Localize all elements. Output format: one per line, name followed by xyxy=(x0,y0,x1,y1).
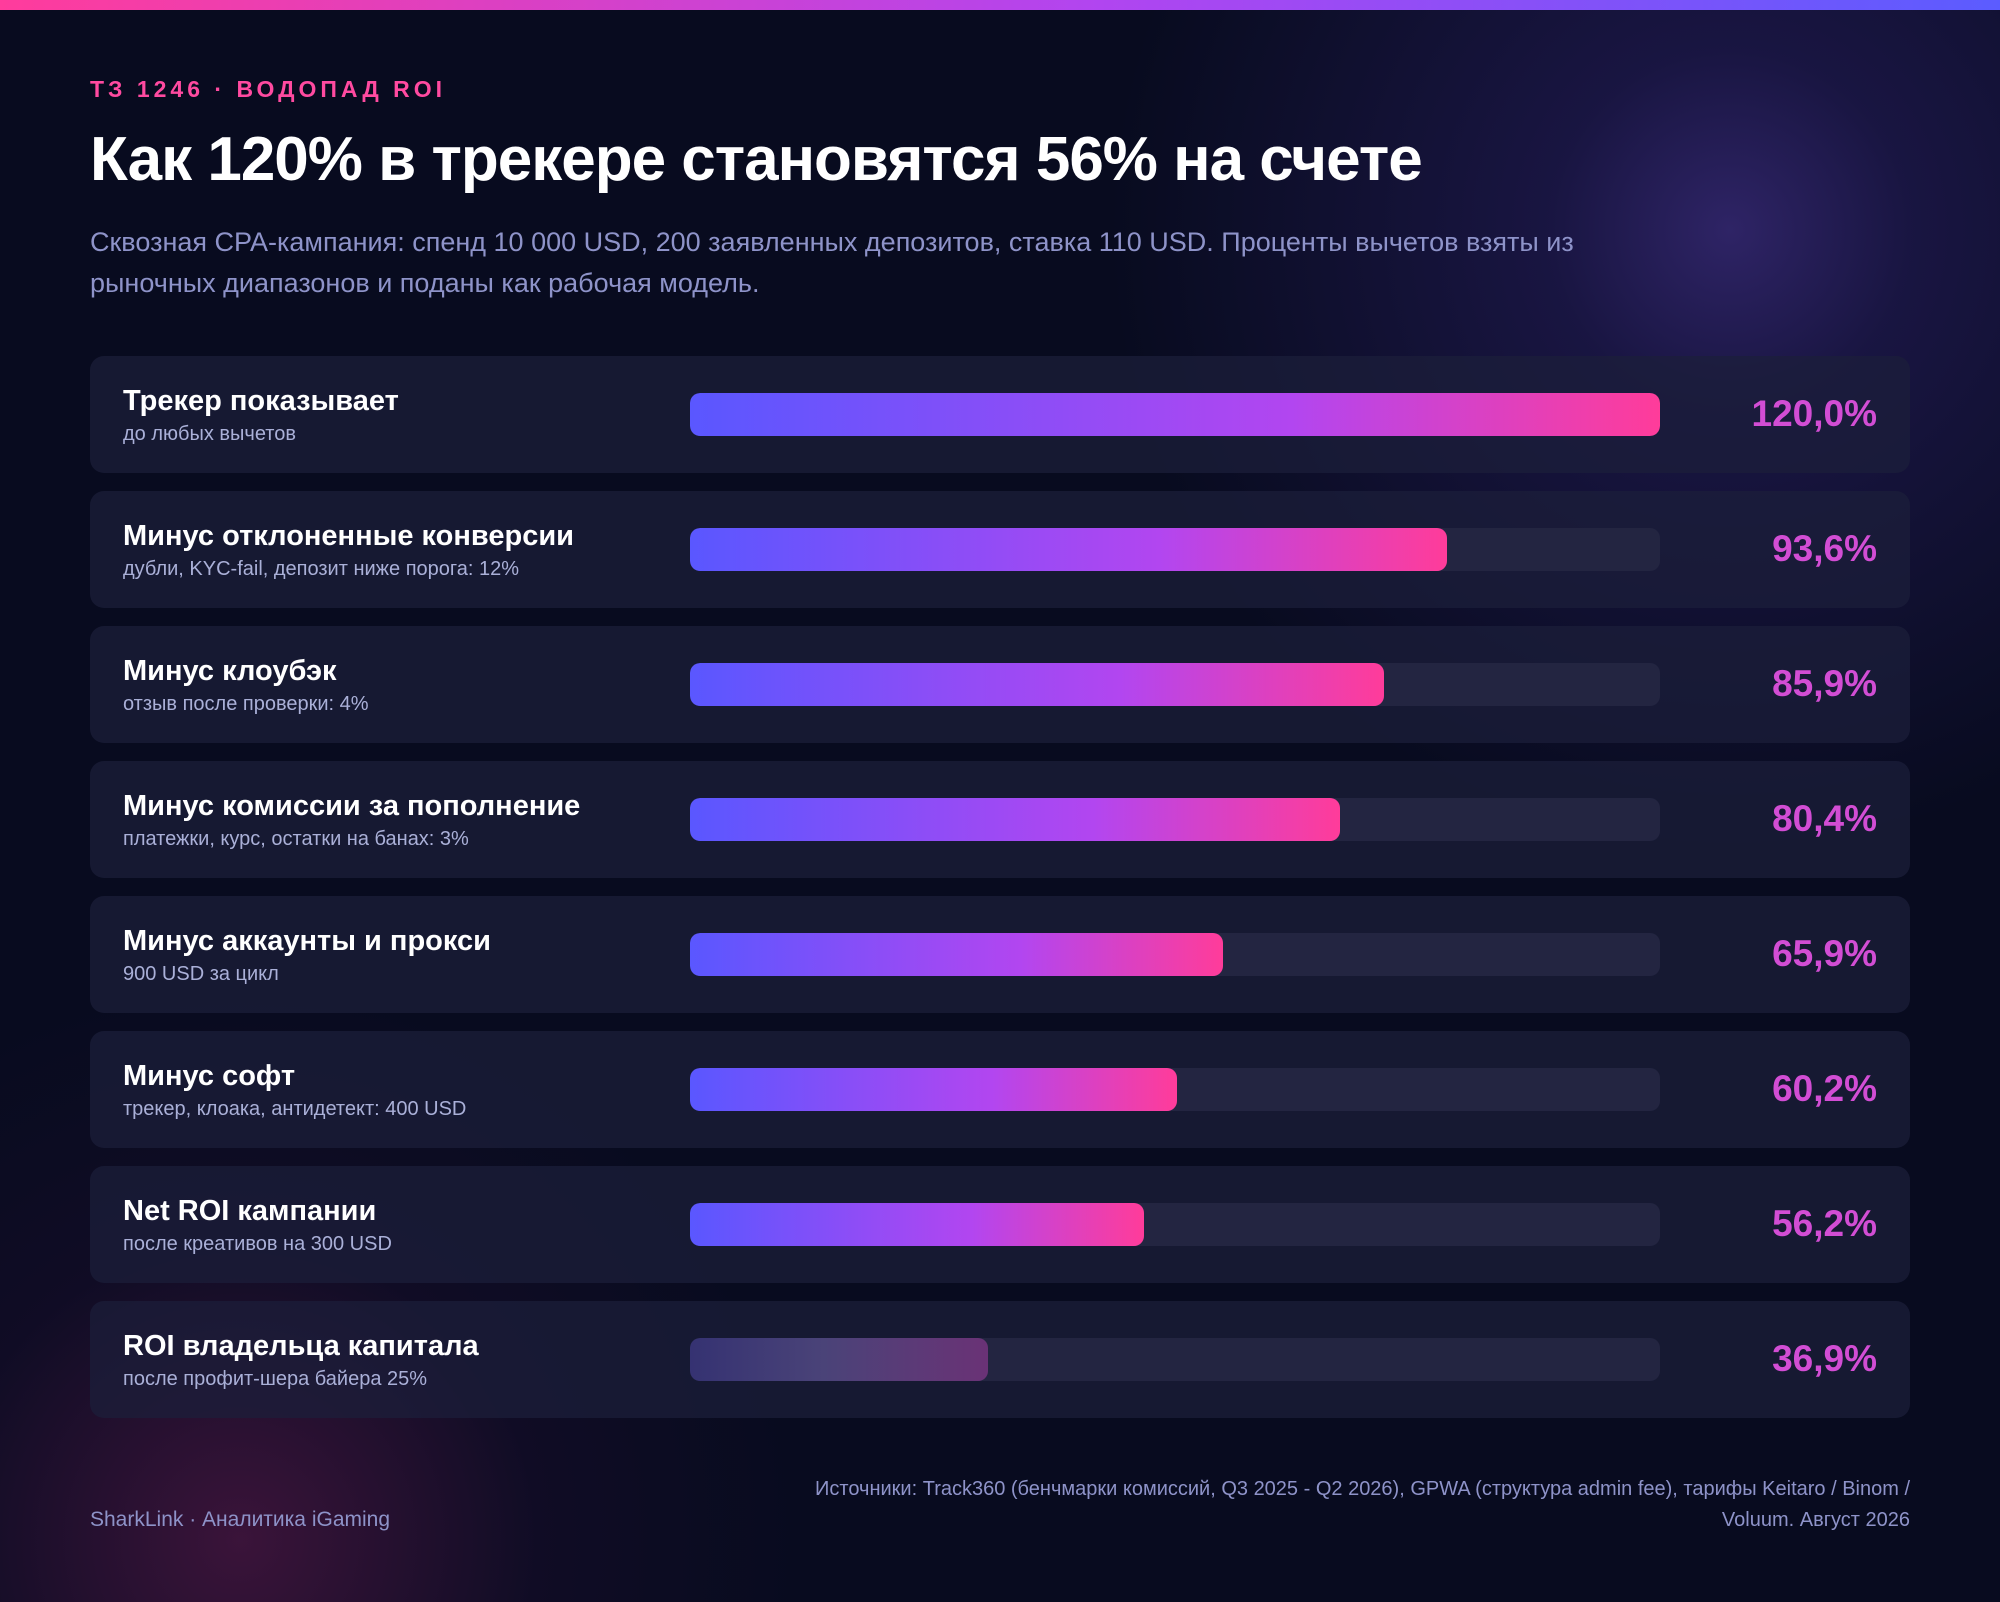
category-label: Net ROI кампании xyxy=(123,1195,377,1227)
chart-row: Минус аккаунты и прокси 900 USD за цикл 65… xyxy=(90,896,1910,1013)
value-label: 80,4% xyxy=(1772,798,1877,839)
value-label: 85,9% xyxy=(1772,663,1877,704)
category-note: трекер, клоака, антидетект: 400 USD xyxy=(123,1098,467,1120)
bar xyxy=(690,1068,1177,1111)
bar-track xyxy=(690,933,1660,976)
kicker: ТЗ 1246 · ВОДОПАД ROI xyxy=(90,76,447,102)
category-label: Минус софт xyxy=(123,1060,296,1092)
chart-row: Минус клоубэк отзыв после проверки: 4% 85,… xyxy=(90,626,1910,743)
bar-track xyxy=(690,1203,1660,1246)
category-note: после креативов на 300 USD xyxy=(123,1233,392,1255)
category-note: 900 USD за цикл xyxy=(123,963,279,985)
category-label: Минус аккаунты и прокси xyxy=(123,925,491,957)
value-label: 120,0% xyxy=(1751,393,1878,434)
category-note: дубли, KYC-fail, депозит ниже порога: 12… xyxy=(123,558,520,580)
value-label: 93,6% xyxy=(1772,528,1877,569)
category-label: Минус комиссии за пополнение xyxy=(123,790,581,822)
page-subtitle: Сквозная CPA-кампания: спенд 10 000 USD,… xyxy=(90,227,1574,298)
bar-track xyxy=(690,1338,1660,1381)
category-label: Трекер показывает xyxy=(123,385,399,417)
category-label: ROI владельца капитала xyxy=(123,1330,479,1362)
chart-row: ROI владельца капитала после профит-шера … xyxy=(90,1301,1910,1418)
category-note: платежки, курс, остатки на банах: 3% xyxy=(123,828,469,850)
bar-track xyxy=(690,528,1660,571)
category-note: до любых вычетов xyxy=(123,423,296,445)
bar-track xyxy=(690,1068,1660,1111)
bar xyxy=(690,1338,988,1381)
category-label: Минус клоубэк xyxy=(123,655,337,687)
bar xyxy=(690,933,1223,976)
category-note: отзыв после проверки: 4% xyxy=(123,693,369,715)
bar-track xyxy=(690,798,1660,841)
page-title: Как 120% в трекере становятся 56% на сче… xyxy=(90,125,1423,194)
bar xyxy=(690,393,1660,436)
bar xyxy=(690,798,1340,841)
chart-row: Минус отклоненные конверсии дубли, KYC-fa… xyxy=(90,491,1910,608)
value-label: 36,9% xyxy=(1772,1338,1877,1379)
top-accent-bar xyxy=(0,0,2000,10)
bar xyxy=(690,663,1384,706)
bar-track xyxy=(690,663,1660,706)
bar xyxy=(690,528,1447,571)
value-label: 60,2% xyxy=(1772,1068,1877,1109)
waterfall-chart: Трекер показывает до любых вычетов 120,0% М… xyxy=(90,356,1910,1436)
value-label: 56,2% xyxy=(1772,1203,1877,1244)
chart-row: Минус софт трекер, клоака, антидетект: 40… xyxy=(90,1031,1910,1148)
bar-track xyxy=(690,393,1660,436)
sources-note: Источники: Track360 (бенчмарки комиссий,… xyxy=(815,1478,1910,1531)
category-note: после профит-шера байера 25% xyxy=(123,1368,428,1390)
bar xyxy=(690,1203,1144,1246)
brand-footer: SharkLink · Аналитика iGaming xyxy=(90,1508,391,1531)
chart-row: Минус комиссии за пополнение платежки, ку… xyxy=(90,761,1910,878)
value-label: 65,9% xyxy=(1772,933,1877,974)
category-label: Минус отклоненные конверсии xyxy=(123,520,574,552)
chart-row: Net ROI кампании после креативов на 300 U… xyxy=(90,1166,1910,1283)
chart-row: Трекер показывает до любых вычетов 120,0% xyxy=(90,356,1910,473)
